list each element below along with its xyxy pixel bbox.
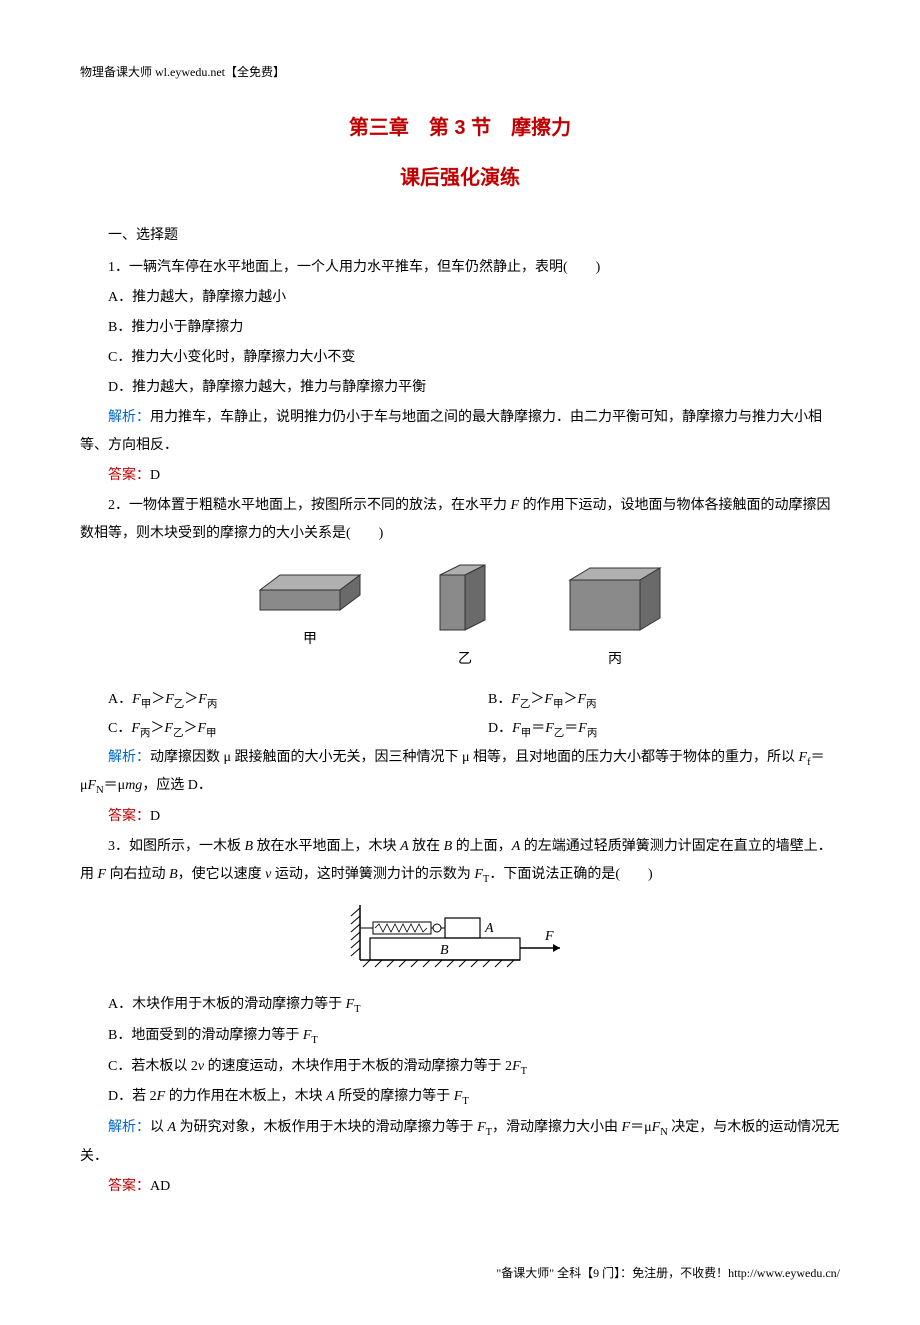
q1-opt-b: B．推力小于静摩擦力 — [80, 314, 840, 342]
q1-opt-d: D．推力越大，静摩擦力越大，推力与静摩擦力平衡 — [80, 374, 840, 402]
answer-label: 答案： — [108, 1179, 150, 1194]
q3s6: 向右拉动 — [106, 867, 169, 882]
q2b-pre: B． — [488, 692, 511, 707]
q3d-pre: D．若 2 — [108, 1089, 157, 1104]
q3s9: ．下面说法正确的是( ) — [489, 867, 652, 882]
q1-analysis-text: 用力推车，车静止，说明推力仍小于车与地面之间的最大静摩擦力．由二力平衡可知，静摩… — [80, 410, 822, 453]
q2-block-yi: 乙 — [430, 560, 500, 674]
q2-opt-a: A．F甲＞F乙＞F丙 — [80, 686, 460, 715]
q1-opt-a: A．推力越大，静摩擦力越小 — [80, 284, 840, 312]
answer-label: 答案： — [108, 809, 150, 824]
q2-label-bing: 丙 — [560, 646, 670, 674]
fig-label-B: B — [440, 943, 449, 958]
var-F3: F — [98, 867, 107, 882]
q2-stem: 2．一物体置于粗糙水平地面上，按图所示不同的放法，在水平力 F 的作用下运动，设… — [80, 492, 840, 548]
q2-an-3: ＝μ — [104, 778, 126, 793]
q2-stem-text1: 2．一物体置于粗糙水平地面上，按图所示不同的放法，在水平力 — [108, 498, 511, 513]
answer-label: 答案： — [108, 468, 150, 483]
q2-opts-row2: C．F丙＞F乙＞F甲 D．F甲＝F乙＝F丙 — [80, 715, 840, 744]
q3c-pre: C．若木板以 2 — [108, 1059, 198, 1074]
analysis-label: 解析： — [108, 1120, 150, 1135]
page-header-note: 物理备课大师 wl.eywedu.net【全免费】 — [80, 60, 840, 84]
q3s4: 的上面， — [452, 839, 512, 854]
q3d-mid2: 所受的摩擦力等于 — [335, 1089, 454, 1104]
q2a-s1: 甲 — [141, 699, 152, 710]
q2a-pre: A． — [108, 692, 132, 707]
fig-label-A: A — [484, 921, 494, 936]
q2-an-1: 动摩擦因数 μ 跟接触面的大小无关，因三种情况下 μ 相等，且对地面的压力大小都… — [150, 750, 799, 765]
var-B3: B — [169, 867, 178, 882]
var-B2: B — [444, 839, 453, 854]
q2d-pre: D． — [488, 721, 512, 736]
q3s8: 运动，这时弹簧测力计的示数为 — [271, 867, 474, 882]
var-F: F — [511, 498, 520, 513]
q3-opt-a: A．木块作用于木板的滑动摩擦力等于 FT — [80, 991, 840, 1020]
q1-stem: 1．一辆汽车停在水平地面上，一个人用力水平推车，但车仍然静止，表明( ) — [80, 254, 840, 282]
q2d-s2: 乙 — [554, 728, 565, 739]
q1-answer: 答案：D — [80, 462, 840, 490]
q3s3: 放在 — [409, 839, 444, 854]
q1-answer-text: D — [150, 468, 160, 483]
q1-analysis: 解析：用力推车，车静止，说明推力仍小于车与地面之间的最大静摩擦力．由二力平衡可知… — [80, 404, 840, 460]
analysis-label: 解析： — [108, 750, 150, 765]
q3-answer-text: AD — [150, 1179, 170, 1194]
q3-opt-b: B．地面受到的滑动摩擦力等于 FT — [80, 1022, 840, 1051]
q2c-s3: 甲 — [206, 728, 217, 739]
q3a-pre: A．木块作用于木板的滑动摩擦力等于 — [108, 997, 346, 1012]
analysis-label: 解析： — [108, 410, 150, 425]
q3an1: 以 — [150, 1120, 168, 1135]
q2d-s1: 甲 — [521, 728, 532, 739]
q3an2: 为研究对象，木板作用于木块的滑动摩擦力等于 — [176, 1120, 477, 1135]
q2-analysis: 解析：动摩擦因数 μ 跟接触面的大小无关，因三种情况下 μ 相等，且对地面的压力… — [80, 744, 840, 802]
var-FT: F — [474, 867, 483, 882]
var-A2: A — [512, 839, 521, 854]
q3-answer: 答案：AD — [80, 1173, 840, 1201]
q2c-s1: 丙 — [140, 728, 151, 739]
q2-figure-row: 甲 乙 丙 — [80, 560, 840, 674]
q2-answer: 答案：D — [80, 803, 840, 831]
var-A: A — [400, 839, 409, 854]
section-heading: 一、选择题 — [80, 222, 840, 250]
q2-block-jia: 甲 — [250, 560, 370, 674]
subtitle: 课后强化演练 — [80, 158, 840, 198]
fig-label-F: F — [544, 929, 554, 944]
q2-block-bing: 丙 — [560, 560, 670, 674]
q3-analysis: 解析：以 A 为研究对象，木板作用于木块的滑动摩擦力等于 FT，滑动摩擦力大小由… — [80, 1114, 840, 1171]
q2-opt-c: C．F丙＞F乙＞F甲 — [80, 715, 460, 744]
q2a-s3: 丙 — [207, 699, 218, 710]
q2c-s2: 乙 — [173, 728, 184, 739]
chapter-title: 第三章 第 3 节 摩擦力 — [80, 108, 840, 148]
q3an3: ，滑动摩擦力大小由 — [492, 1120, 622, 1135]
q2-opts-row1: A．F甲＞F乙＞F丙 B．F乙＞F甲＞F丙 — [80, 686, 840, 715]
q3d-mid: 的力作用在木板上，木块 — [165, 1089, 326, 1104]
q3c-mid: 的速度运动，木块作用于木板的滑动摩擦力等于 2 — [204, 1059, 512, 1074]
q2-opt-d: D．F甲＝F乙＝F丙 — [460, 715, 840, 744]
q1-opt-c: C．推力大小变化时，静摩擦力大小不变 — [80, 344, 840, 372]
q2-label-jia: 甲 — [250, 626, 370, 654]
q2c-pre: C． — [108, 721, 131, 736]
q3s7: ，使它以速度 — [178, 867, 266, 882]
q3s2: 放在水平地面上，木块 — [253, 839, 400, 854]
q3-opt-d: D．若 2F 的力作用在木板上，木块 A 所受的摩擦力等于 FT — [80, 1083, 840, 1112]
q2b-s2: 甲 — [553, 699, 564, 710]
q3s1: 3．如图所示，一木板 — [108, 839, 245, 854]
page-footer-note: "备课大师" 全科【9 门】：免注册，不收费！http://www.eywedu… — [80, 1261, 840, 1285]
q2b-s1: 乙 — [520, 699, 531, 710]
q2-opt-b: B．F乙＞F甲＞F丙 — [460, 686, 840, 715]
q2-label-yi: 乙 — [430, 646, 500, 674]
q3an4: ＝μ — [630, 1120, 652, 1135]
q2a-s2: 乙 — [174, 699, 185, 710]
q2-answer-text: D — [150, 809, 160, 824]
var-B: B — [245, 839, 254, 854]
q3-figure: B A F — [80, 900, 840, 981]
q3-stem: 3．如图所示，一木板 B 放在水平地面上，木块 A 放在 B 的上面，A 的左端… — [80, 833, 840, 890]
q3b-pre: B．地面受到的滑动摩擦力等于 — [108, 1028, 303, 1043]
q2d-s3: 丙 — [587, 728, 598, 739]
q2b-s3: 丙 — [586, 699, 597, 710]
q2-an-4: ，应选 D． — [142, 778, 212, 793]
q3-opt-c: C．若木板以 2v 的速度运动，木块作用于木板的滑动摩擦力等于 2FT — [80, 1053, 840, 1082]
